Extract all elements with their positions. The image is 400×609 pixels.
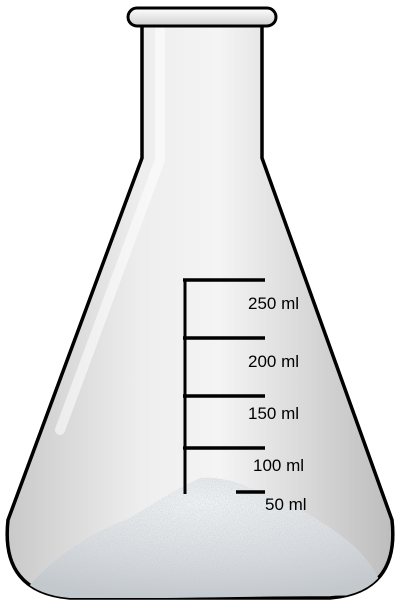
flask-body — [5, 20, 395, 600]
powder-contents — [20, 477, 385, 598]
scale-label-100: 100 ml — [253, 456, 304, 475]
graduation-scale: 250 ml 200 ml 150 ml 100 ml 50 ml — [183, 278, 307, 514]
scale-label-200: 200 ml — [248, 352, 299, 371]
flask-rim — [126, 6, 278, 28]
scale-label-250: 250 ml — [248, 294, 299, 313]
scale-label-150: 150 ml — [248, 404, 299, 423]
scale-label-50: 50 ml — [265, 495, 307, 514]
glass-highlight — [55, 25, 165, 435]
